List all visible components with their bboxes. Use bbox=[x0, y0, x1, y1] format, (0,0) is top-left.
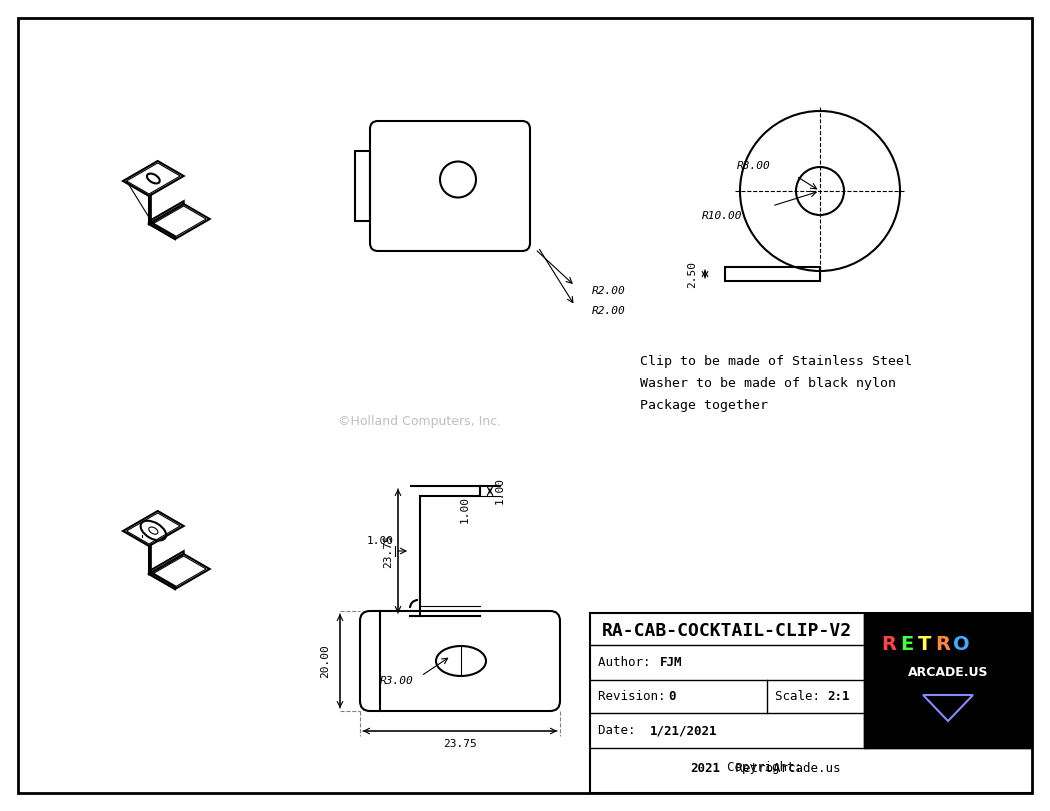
Text: 20.00: 20.00 bbox=[320, 644, 330, 678]
Text: 1.00: 1.00 bbox=[366, 536, 394, 546]
Text: Package together: Package together bbox=[640, 398, 768, 411]
Text: Washer to be made of black nylon: Washer to be made of black nylon bbox=[640, 376, 896, 389]
Text: R2.00: R2.00 bbox=[592, 306, 626, 316]
Bar bbox=[724, 267, 820, 281]
Bar bbox=[355, 151, 370, 221]
Text: RA-CAB-COCKTAIL-CLIP-V2: RA-CAB-COCKTAIL-CLIP-V2 bbox=[602, 622, 853, 640]
Text: R2.00: R2.00 bbox=[592, 286, 626, 296]
Text: R10.00: R10.00 bbox=[701, 211, 742, 221]
Text: 23.75: 23.75 bbox=[443, 739, 477, 749]
Text: R: R bbox=[936, 636, 950, 654]
Text: Revision:: Revision: bbox=[598, 690, 680, 703]
Text: ©Holland Computers, Inc.: ©Holland Computers, Inc. bbox=[338, 414, 502, 427]
Text: 1.00: 1.00 bbox=[460, 496, 470, 523]
Text: FJM: FJM bbox=[660, 656, 683, 670]
Text: 2.50: 2.50 bbox=[687, 260, 697, 288]
Text: 1/21/2021: 1/21/2021 bbox=[650, 724, 717, 737]
Text: Copyright:: Copyright: bbox=[727, 762, 817, 775]
Text: Clip to be made of Stainless Steel: Clip to be made of Stainless Steel bbox=[640, 354, 912, 367]
Bar bbox=[864, 613, 1032, 748]
Text: 23.75: 23.75 bbox=[383, 534, 393, 568]
Text: 0: 0 bbox=[668, 690, 675, 703]
Text: T: T bbox=[919, 636, 931, 654]
Text: O: O bbox=[952, 636, 969, 654]
Text: R3.00: R3.00 bbox=[737, 161, 771, 171]
Text: E: E bbox=[901, 636, 914, 654]
Text: R: R bbox=[882, 636, 897, 654]
Text: R3.00: R3.00 bbox=[380, 676, 414, 686]
Text: RetroArcade.us: RetroArcade.us bbox=[728, 762, 840, 775]
Text: Author:: Author: bbox=[598, 656, 666, 670]
Text: 1.00: 1.00 bbox=[495, 478, 505, 504]
Text: 2021: 2021 bbox=[690, 762, 720, 775]
Text: 2:1: 2:1 bbox=[826, 690, 849, 703]
Text: Scale:: Scale: bbox=[775, 690, 835, 703]
Text: ARCADE.US: ARCADE.US bbox=[908, 667, 988, 680]
Text: Date:: Date: bbox=[598, 724, 658, 737]
